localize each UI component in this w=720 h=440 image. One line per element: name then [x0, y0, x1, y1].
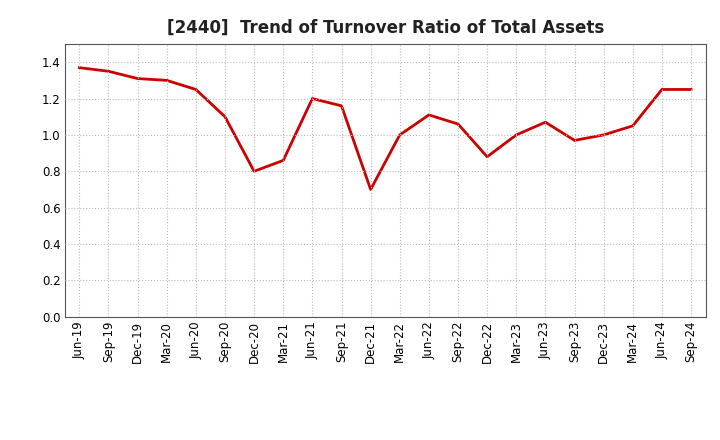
Title: [2440]  Trend of Turnover Ratio of Total Assets: [2440] Trend of Turnover Ratio of Total … [166, 19, 604, 37]
